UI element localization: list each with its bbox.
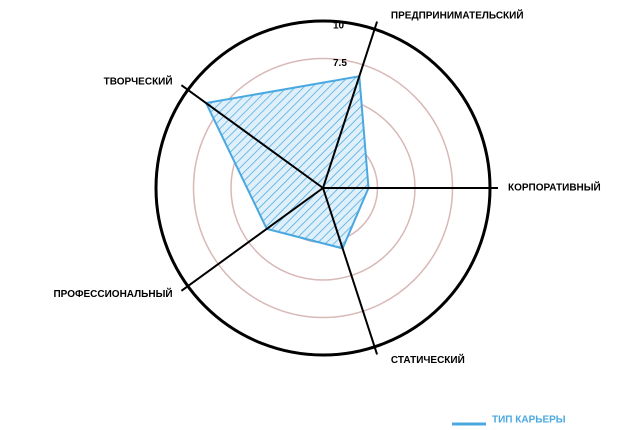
axis-line — [322, 187, 379, 355]
axis-label: ТВОРЧЕСКИЙ — [104, 74, 173, 87]
axis-line — [180, 187, 324, 292]
r-tick-label: 10 — [333, 21, 345, 32]
r-tick-label: 7.5 — [333, 58, 347, 69]
axis-label: ПРЕДПРИНИМАТЕЛЬСКИЙ — [391, 8, 524, 21]
axis-label: ПРОФЕССИОНАЛЬНЫЙ — [53, 287, 172, 300]
axis-line — [180, 84, 324, 189]
legend-label: ТИП КАРЬЕРЫ — [492, 415, 566, 426]
axis-label: СТАТИЧЕСКИЙ — [391, 353, 465, 366]
axis-line — [322, 21, 379, 189]
axis-label: КОРПОРАТИВНЫЙ — [508, 181, 601, 194]
